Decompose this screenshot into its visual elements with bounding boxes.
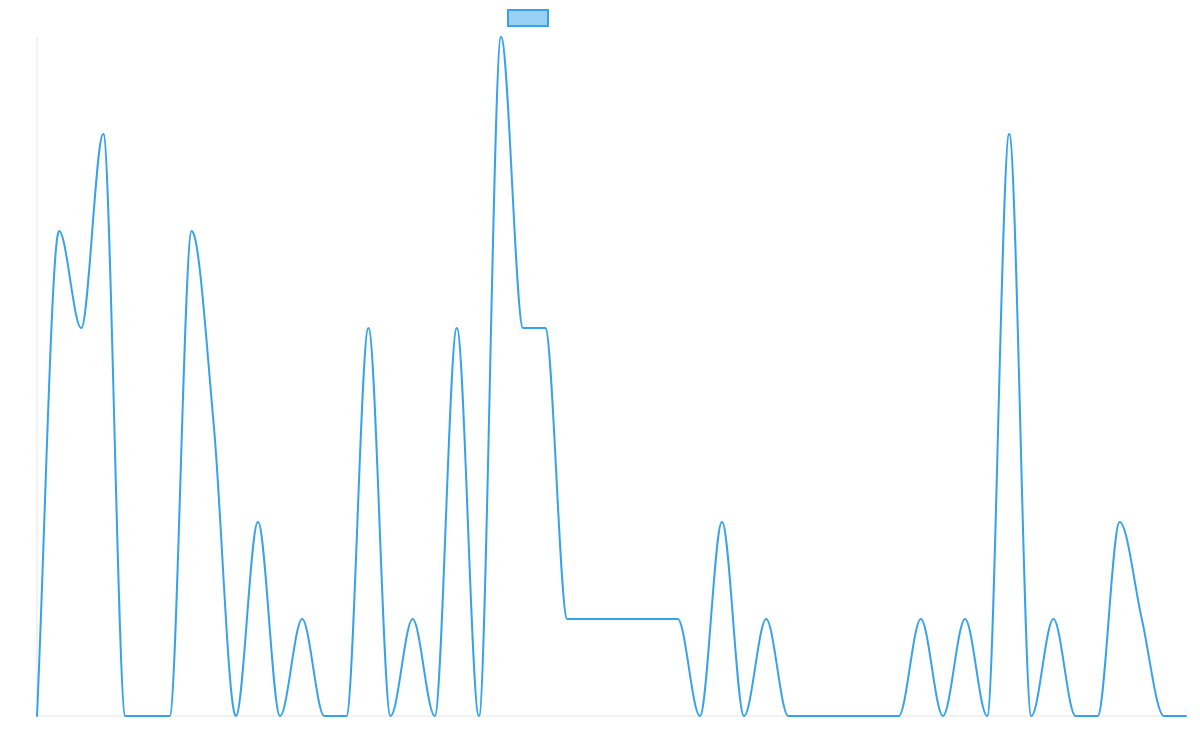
data-point-14[interactable] bbox=[343, 713, 349, 719]
data-point-31[interactable] bbox=[719, 519, 725, 525]
data-point-26[interactable] bbox=[609, 616, 615, 622]
data-point-44[interactable] bbox=[1006, 131, 1012, 137]
data-point-4[interactable] bbox=[122, 713, 128, 719]
data-point-1[interactable] bbox=[56, 228, 62, 234]
data-point-46[interactable] bbox=[1050, 616, 1056, 622]
data-point-52[interactable] bbox=[1183, 713, 1189, 719]
data-point-17[interactable] bbox=[410, 616, 416, 622]
data-point-21[interactable] bbox=[498, 34, 504, 40]
data-point-48[interactable] bbox=[1095, 713, 1101, 719]
data-point-40[interactable] bbox=[918, 616, 924, 622]
data-point-6[interactable] bbox=[167, 713, 173, 719]
data-point-5[interactable] bbox=[144, 713, 150, 719]
data-point-30[interactable] bbox=[697, 713, 703, 719]
data-point-33[interactable] bbox=[763, 616, 769, 622]
series-line bbox=[36, 36, 1187, 717]
data-point-37[interactable] bbox=[852, 713, 858, 719]
data-point-47[interactable] bbox=[1073, 713, 1079, 719]
data-point-15[interactable] bbox=[365, 325, 371, 331]
data-point-3[interactable] bbox=[100, 131, 106, 137]
data-point-11[interactable] bbox=[277, 713, 283, 719]
data-point-0[interactable] bbox=[34, 713, 40, 719]
data-point-10[interactable] bbox=[255, 519, 261, 525]
data-point-42[interactable] bbox=[962, 616, 968, 622]
data-point-25[interactable] bbox=[586, 616, 592, 622]
data-point-49[interactable] bbox=[1117, 519, 1123, 525]
data-point-34[interactable] bbox=[785, 713, 791, 719]
data-point-18[interactable] bbox=[432, 713, 438, 719]
data-points bbox=[34, 34, 1189, 719]
axes bbox=[36, 37, 1186, 717]
data-point-9[interactable] bbox=[233, 713, 239, 719]
data-point-35[interactable] bbox=[807, 713, 813, 719]
data-point-51[interactable] bbox=[1161, 713, 1167, 719]
data-point-50[interactable] bbox=[1139, 616, 1145, 622]
data-point-19[interactable] bbox=[454, 325, 460, 331]
data-point-36[interactable] bbox=[829, 713, 835, 719]
data-point-41[interactable] bbox=[940, 713, 946, 719]
data-point-7[interactable] bbox=[189, 228, 195, 234]
data-point-12[interactable] bbox=[299, 616, 305, 622]
data-point-22[interactable] bbox=[520, 325, 526, 331]
data-point-27[interactable] bbox=[631, 616, 637, 622]
data-point-13[interactable] bbox=[321, 713, 327, 719]
data-point-45[interactable] bbox=[1028, 713, 1034, 719]
data-point-16[interactable] bbox=[388, 713, 394, 719]
data-point-8[interactable] bbox=[211, 422, 217, 428]
data-point-23[interactable] bbox=[542, 325, 548, 331]
data-point-43[interactable] bbox=[984, 713, 990, 719]
data-point-24[interactable] bbox=[564, 616, 570, 622]
data-point-39[interactable] bbox=[896, 713, 902, 719]
data-point-38[interactable] bbox=[874, 713, 880, 719]
data-point-29[interactable] bbox=[675, 616, 681, 622]
legend-swatch-series-1[interactable] bbox=[507, 9, 549, 27]
legend[interactable] bbox=[507, 9, 549, 27]
data-point-28[interactable] bbox=[653, 616, 659, 622]
data-point-2[interactable] bbox=[78, 325, 84, 331]
data-point-20[interactable] bbox=[476, 713, 482, 719]
data-point-32[interactable] bbox=[741, 713, 747, 719]
